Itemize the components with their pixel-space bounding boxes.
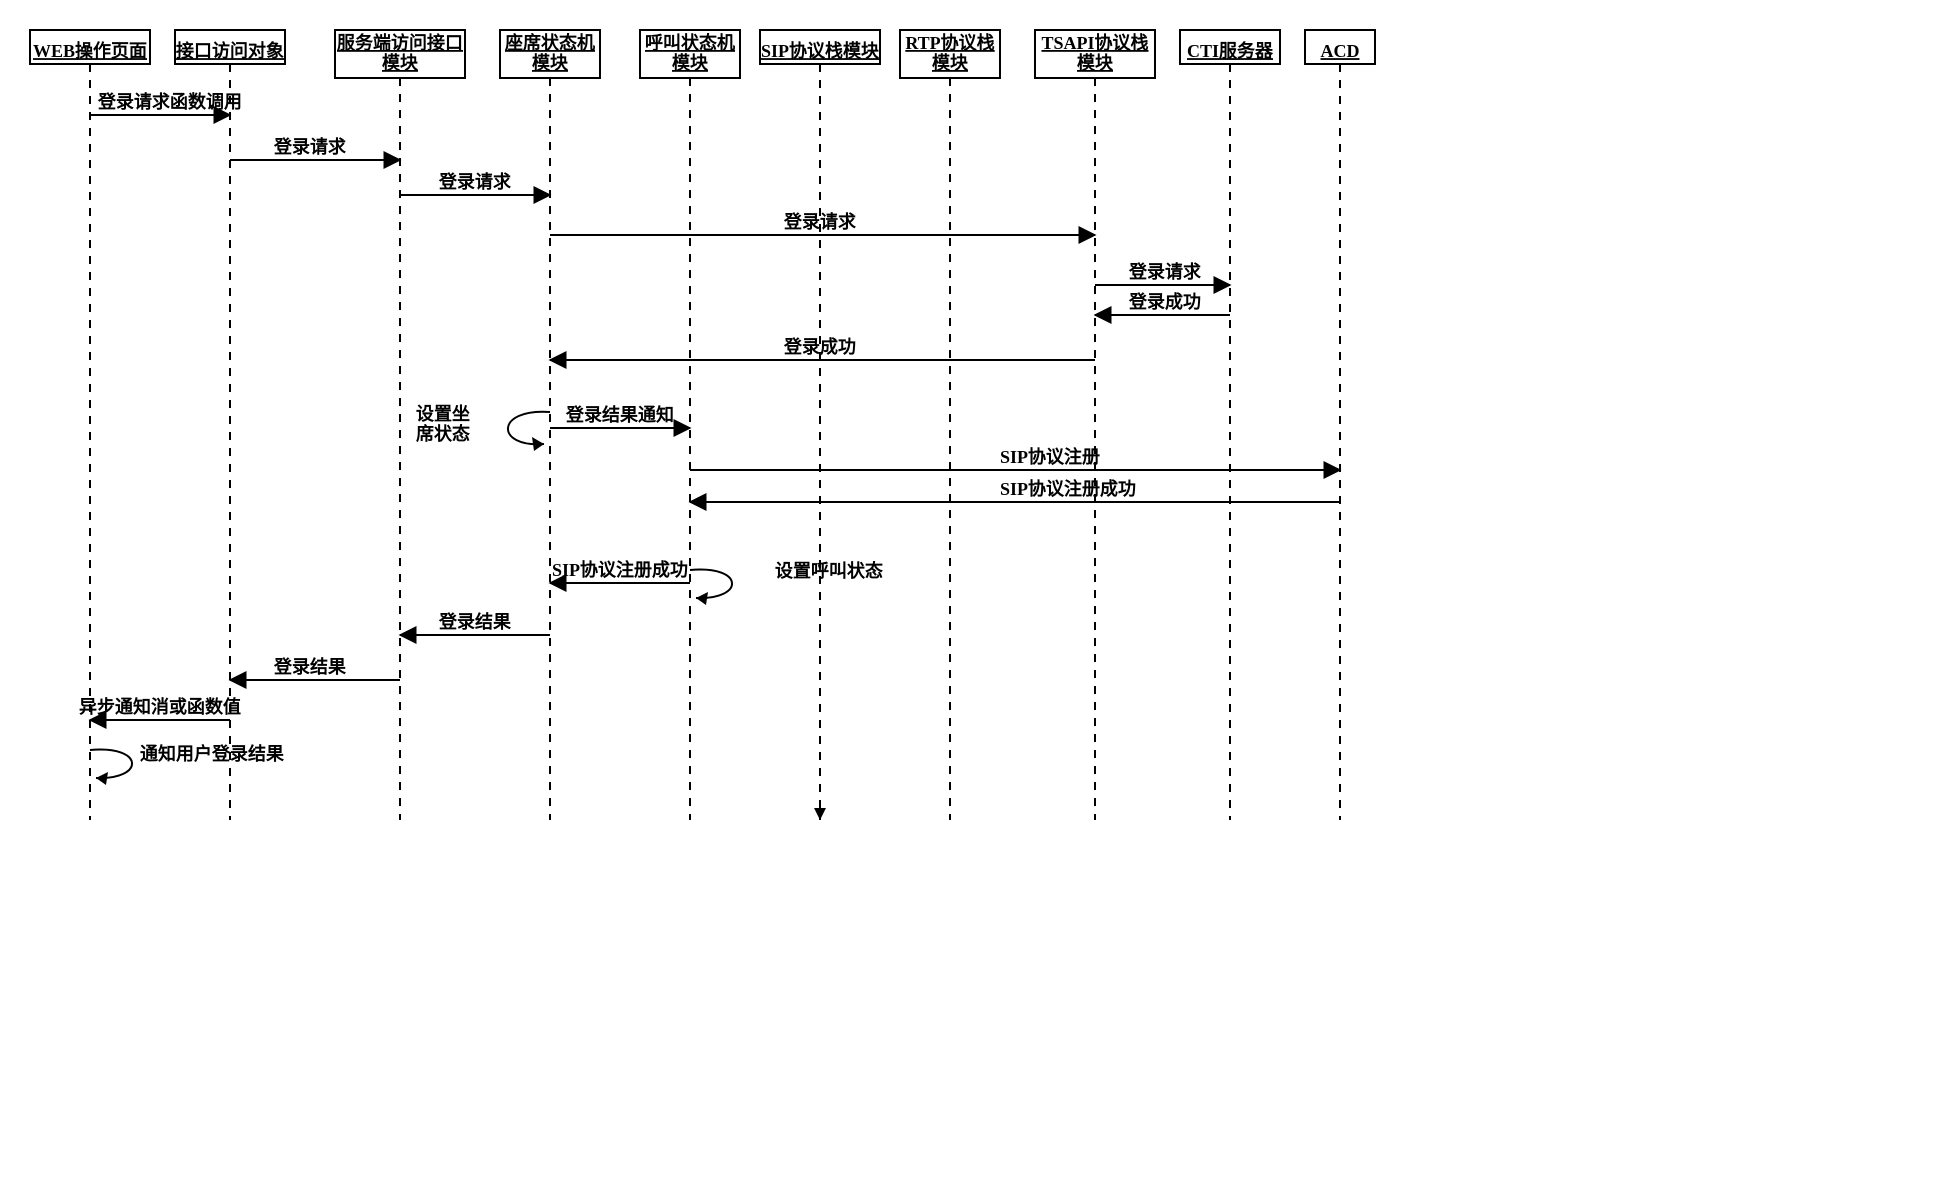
message-label: 登录请求 <box>1128 261 1202 282</box>
sequence-diagram: WEB操作页面接口访问对象服务端访问接口模块座席状态机模块呼叫状态机模块SIP协… <box>20 20 1420 870</box>
message: 登录结果通知 <box>550 404 690 428</box>
message: 登录请求 <box>550 211 1095 235</box>
message: 登录结果 <box>400 611 550 635</box>
message-label: 登录结果 <box>273 656 347 677</box>
participant-p7: RTP协议栈模块 <box>900 30 1000 78</box>
participant-p8: TSAPI协议栈模块 <box>1035 30 1155 78</box>
message-label: 登录请求 <box>438 171 512 192</box>
message: 设置坐席状态 <box>416 404 550 451</box>
participant-label: 模块 <box>1077 52 1114 73</box>
participant-p9: CTI服务器 <box>1180 30 1280 64</box>
message: 登录请求 <box>400 171 550 195</box>
participant-label: TSAPI协议栈 <box>1041 32 1148 53</box>
message: 登录请求 <box>1095 261 1230 285</box>
message-label: SIP协议注册 <box>1000 446 1100 467</box>
participant-p2: 接口访问对象 <box>175 30 285 64</box>
participant-p4: 座席状态机模块 <box>500 30 600 78</box>
message-label: 异步通知消或函数值 <box>79 696 241 717</box>
message: 登录请求 <box>230 136 400 160</box>
participant-label: 模块 <box>672 52 709 73</box>
lifeline-arrow <box>814 808 826 820</box>
participant-label: ACD <box>1321 41 1360 61</box>
participant-label: 模块 <box>932 52 969 73</box>
message: 异步通知消或函数值 <box>79 696 241 720</box>
participant-p6: SIP协议栈模块 <box>760 30 880 64</box>
participant-p10: ACD <box>1305 30 1375 64</box>
message-label: SIP协议注册成功 <box>552 559 688 580</box>
message: 登录请求函数调用 <box>90 91 242 115</box>
participant-p1: WEB操作页面 <box>30 30 150 64</box>
participant-label: SIP协议栈模块 <box>761 40 880 61</box>
participant-label: 服务端访问接口 <box>337 32 463 53</box>
participant-p3: 服务端访问接口模块 <box>335 30 465 78</box>
message: 登录结果 <box>230 656 400 680</box>
message: 登录成功 <box>550 336 1095 360</box>
message-label: 登录成功 <box>783 336 856 357</box>
participant-label: 呼叫状态机 <box>645 32 735 53</box>
message-label: 设置坐 <box>416 404 470 424</box>
message-label: 登录请求函数调用 <box>97 91 242 112</box>
message: 设置呼叫状态 <box>690 560 883 605</box>
participant-label: 模块 <box>532 52 569 73</box>
message-label: 登录请求 <box>783 211 857 232</box>
message: 登录成功 <box>1095 291 1230 315</box>
message: SIP协议注册成功 <box>690 478 1340 502</box>
message-label: 登录结果 <box>438 611 512 632</box>
message-label: 登录请求 <box>273 136 347 157</box>
participant-label: RTP协议栈 <box>905 32 994 53</box>
participant-label: 接口访问对象 <box>176 40 284 61</box>
participant-label: WEB操作页面 <box>33 40 147 61</box>
participant-label: CTI服务器 <box>1187 40 1274 61</box>
message-label: 通知用户登录结果 <box>140 743 285 764</box>
participant-p5: 呼叫状态机模块 <box>640 30 740 78</box>
message-label: 登录结果通知 <box>565 404 674 425</box>
message-label: 设置呼叫状态 <box>775 560 883 581</box>
message: SIP协议注册成功 <box>550 559 690 583</box>
participant-label: 座席状态机 <box>505 32 595 53</box>
message-label: 席状态 <box>416 423 470 444</box>
message-label: 登录成功 <box>1128 291 1201 312</box>
message-label: SIP协议注册成功 <box>1000 478 1136 499</box>
participant-label: 模块 <box>382 52 419 73</box>
message: 通知用户登录结果 <box>90 743 285 785</box>
message: SIP协议注册 <box>690 446 1340 470</box>
